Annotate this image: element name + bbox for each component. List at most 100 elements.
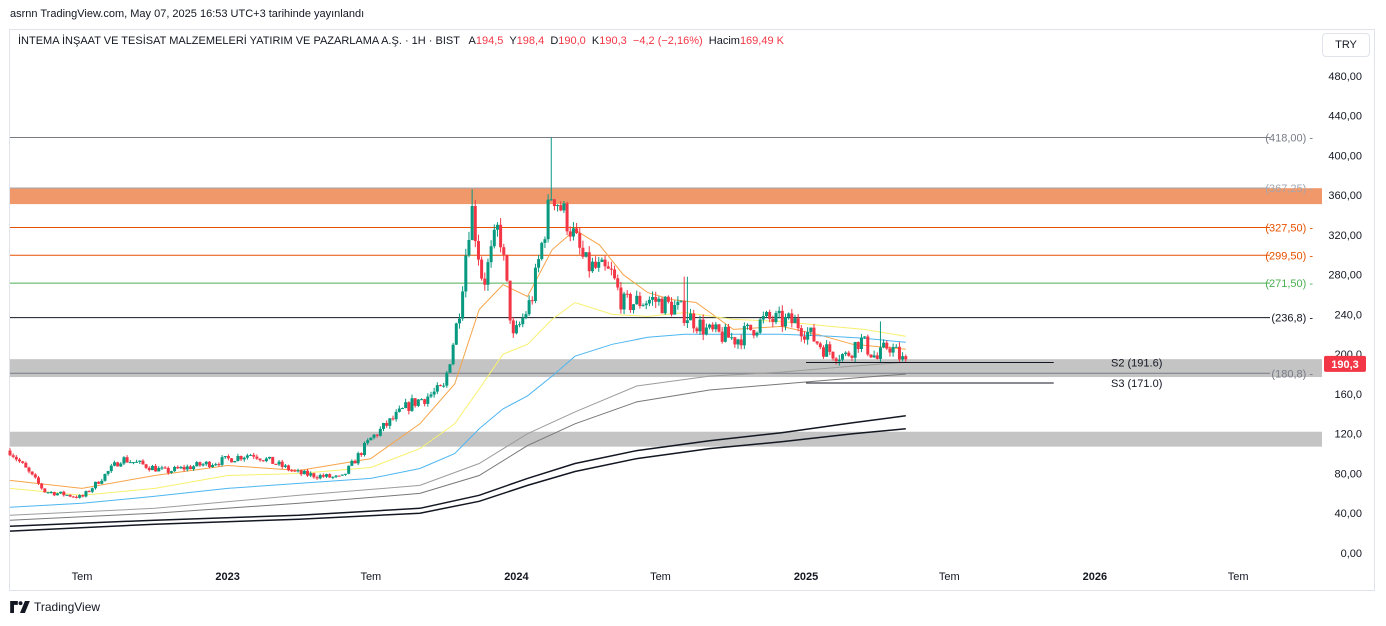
candle xyxy=(252,452,256,460)
candle-body xyxy=(128,462,132,464)
y-tick-label: 0,00 xyxy=(1341,548,1362,560)
candle-body xyxy=(673,305,677,315)
candle xyxy=(328,473,332,478)
candle-body xyxy=(166,467,170,473)
y-tick-label: 320,00 xyxy=(1328,230,1362,242)
candle-body xyxy=(74,496,78,498)
candle xyxy=(565,201,569,235)
candle xyxy=(131,462,135,465)
candle-body xyxy=(730,337,734,339)
candle xyxy=(837,354,841,366)
candle xyxy=(454,322,458,345)
currency-button[interactable]: TRY xyxy=(1322,33,1370,57)
candle xyxy=(166,466,170,475)
candle-body xyxy=(647,299,651,304)
candle xyxy=(859,334,863,353)
candle-body xyxy=(353,460,357,464)
candle-body xyxy=(84,491,88,497)
candle-body xyxy=(670,301,674,315)
candle xyxy=(685,276,689,329)
candle-body xyxy=(135,461,139,463)
candle xyxy=(74,495,78,499)
candle-body xyxy=(866,336,870,355)
low-label: D xyxy=(550,35,559,47)
candle-body xyxy=(831,351,835,359)
candle-body xyxy=(65,494,69,496)
candle-body xyxy=(207,461,211,468)
candle xyxy=(790,308,794,328)
candle-body xyxy=(445,372,449,386)
candle xyxy=(635,290,639,305)
candle-body xyxy=(540,242,544,260)
candle xyxy=(752,329,756,339)
candle-body xyxy=(78,495,82,498)
candle-body xyxy=(144,464,148,468)
levels-layer: (418,00) - (367,25) - (327,50) - (299,50) -… xyxy=(10,133,1313,380)
candle xyxy=(296,468,300,473)
candle xyxy=(739,334,743,350)
candle xyxy=(334,474,338,479)
candle-body xyxy=(875,355,879,359)
candle-body xyxy=(33,474,37,478)
candle xyxy=(746,323,750,330)
candle-body xyxy=(182,466,186,470)
candle xyxy=(897,342,901,363)
candle xyxy=(112,460,116,467)
candle-body xyxy=(30,471,34,475)
candle xyxy=(495,222,499,237)
candle-body xyxy=(363,442,367,455)
candle-body xyxy=(125,457,129,463)
tradingview-icon xyxy=(10,601,30,613)
candle-body xyxy=(109,465,113,472)
candle-body xyxy=(198,462,202,466)
x-tick-label: Tem xyxy=(939,571,960,583)
x-tick-label: Tem xyxy=(650,571,671,583)
candle xyxy=(673,300,677,315)
candle-body xyxy=(467,239,471,256)
candle-body xyxy=(293,470,297,472)
candle xyxy=(363,441,367,457)
candle xyxy=(552,198,556,211)
candle-body xyxy=(372,434,376,438)
candle-body xyxy=(325,474,329,477)
candle-body xyxy=(131,462,135,464)
candle xyxy=(894,344,898,348)
candle xyxy=(302,470,306,475)
candle xyxy=(597,257,601,272)
last-price-label: 190,3 xyxy=(1331,359,1359,371)
candle xyxy=(818,341,822,350)
candle xyxy=(400,407,404,410)
tradingview-logo: TradingView xyxy=(10,600,100,614)
candle-body xyxy=(55,493,59,496)
candle-body xyxy=(771,318,775,323)
candle-body xyxy=(609,268,613,270)
candle xyxy=(777,306,781,319)
candle-body xyxy=(442,385,446,387)
candle-body xyxy=(483,278,487,285)
candle-body xyxy=(521,317,525,325)
pivot-label-1: S3 (171.0) xyxy=(1111,378,1162,390)
candle xyxy=(378,426,382,437)
symbol-legend: İNTEMA İNŞAAT VE TESİSAT MALZEMELERİ YAT… xyxy=(18,35,784,47)
candle xyxy=(106,470,110,476)
change-value: −4,2 (−2,16%) xyxy=(632,35,703,47)
candle-body xyxy=(499,224,503,248)
candle-body xyxy=(400,408,404,410)
candle-body xyxy=(863,336,867,338)
candle xyxy=(844,351,848,357)
candle-body xyxy=(562,203,566,211)
y-axis: 0,0040,0080,00120,0160,0200,0240,0280,00… xyxy=(1324,71,1366,560)
candle xyxy=(622,291,626,315)
candle xyxy=(176,465,180,470)
candle-body xyxy=(195,462,199,467)
candle xyxy=(856,341,860,353)
candle xyxy=(182,464,186,472)
candle-body xyxy=(654,297,658,302)
candle-body xyxy=(828,344,832,352)
candle xyxy=(708,323,712,330)
candle-body xyxy=(733,337,737,345)
candle-body xyxy=(742,326,746,346)
open-label: A xyxy=(468,35,476,47)
candle xyxy=(758,318,762,335)
